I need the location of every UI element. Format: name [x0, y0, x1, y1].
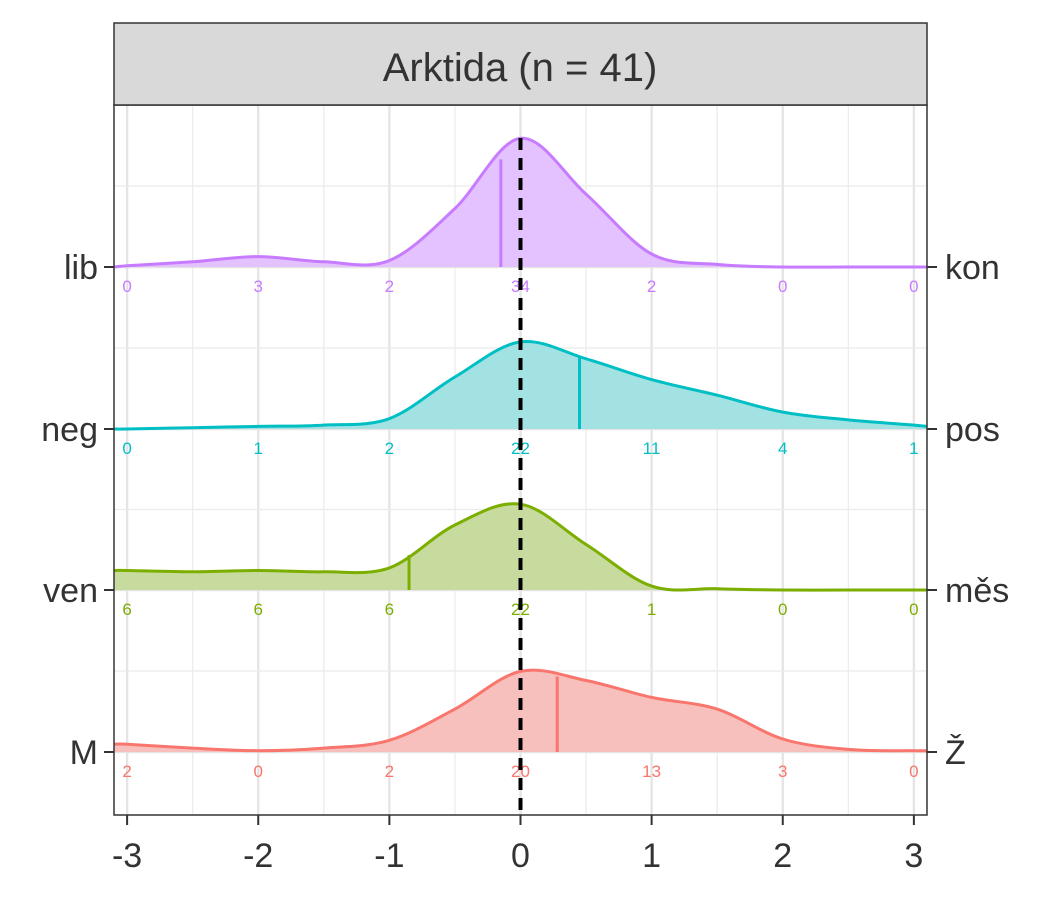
y-label-left: M: [70, 734, 98, 772]
count-label: 0: [778, 277, 787, 296]
count-label: 4: [778, 439, 787, 458]
count-label: 2: [647, 277, 656, 296]
y-label-right: měs: [945, 572, 1009, 610]
y-label-left: ven: [43, 572, 98, 610]
y-label-left: lib: [64, 249, 98, 287]
chart-title: Arktida (n = 41): [383, 46, 658, 90]
x-tick-label: 2: [773, 837, 792, 875]
x-tick-label: 3: [904, 837, 923, 875]
count-label: 0: [122, 277, 131, 296]
count-label: 6: [385, 600, 394, 619]
count-label: 20: [511, 762, 530, 781]
x-tick-label: 0: [511, 837, 530, 875]
count-label: 0: [778, 600, 787, 619]
y-label-right: pos: [945, 411, 1000, 449]
count-label: 0: [909, 762, 918, 781]
count-label: 6: [122, 600, 131, 619]
count-label: 0: [909, 277, 918, 296]
count-label: 13: [642, 762, 661, 781]
count-label: 1: [254, 439, 263, 458]
count-label: 3: [254, 277, 263, 296]
x-tick-label: -2: [243, 837, 273, 875]
count-label: 2: [385, 277, 394, 296]
y-label-right: Ž: [945, 734, 966, 772]
x-tick-label: -3: [112, 837, 142, 875]
count-label: 11: [643, 439, 661, 458]
y-label-right: kon: [945, 249, 1000, 287]
count-label: 0: [122, 439, 131, 458]
y-label-left: neg: [41, 411, 98, 449]
x-axis: -3 -2 -1 0 1 2 3: [112, 815, 923, 875]
count-label: 2: [385, 439, 394, 458]
count-label: 0: [909, 600, 918, 619]
count-label: 2: [385, 762, 394, 781]
x-tick-label: -1: [374, 837, 404, 875]
facet-strip-background: [113, 22, 928, 106]
count-label: 1: [909, 439, 918, 458]
x-tick-label: 1: [642, 837, 661, 875]
facet-strip: Arktida (n = 41): [113, 22, 928, 106]
count-label: 2: [122, 762, 131, 781]
count-label: 1: [647, 600, 656, 619]
count-label: 6: [254, 600, 263, 619]
count-label: 0: [254, 762, 263, 781]
count-label: 3: [778, 762, 787, 781]
ridge-curve-M: [113, 668, 928, 753]
ridge-M: [113, 668, 928, 753]
ridge-fill-M: [114, 670, 927, 752]
